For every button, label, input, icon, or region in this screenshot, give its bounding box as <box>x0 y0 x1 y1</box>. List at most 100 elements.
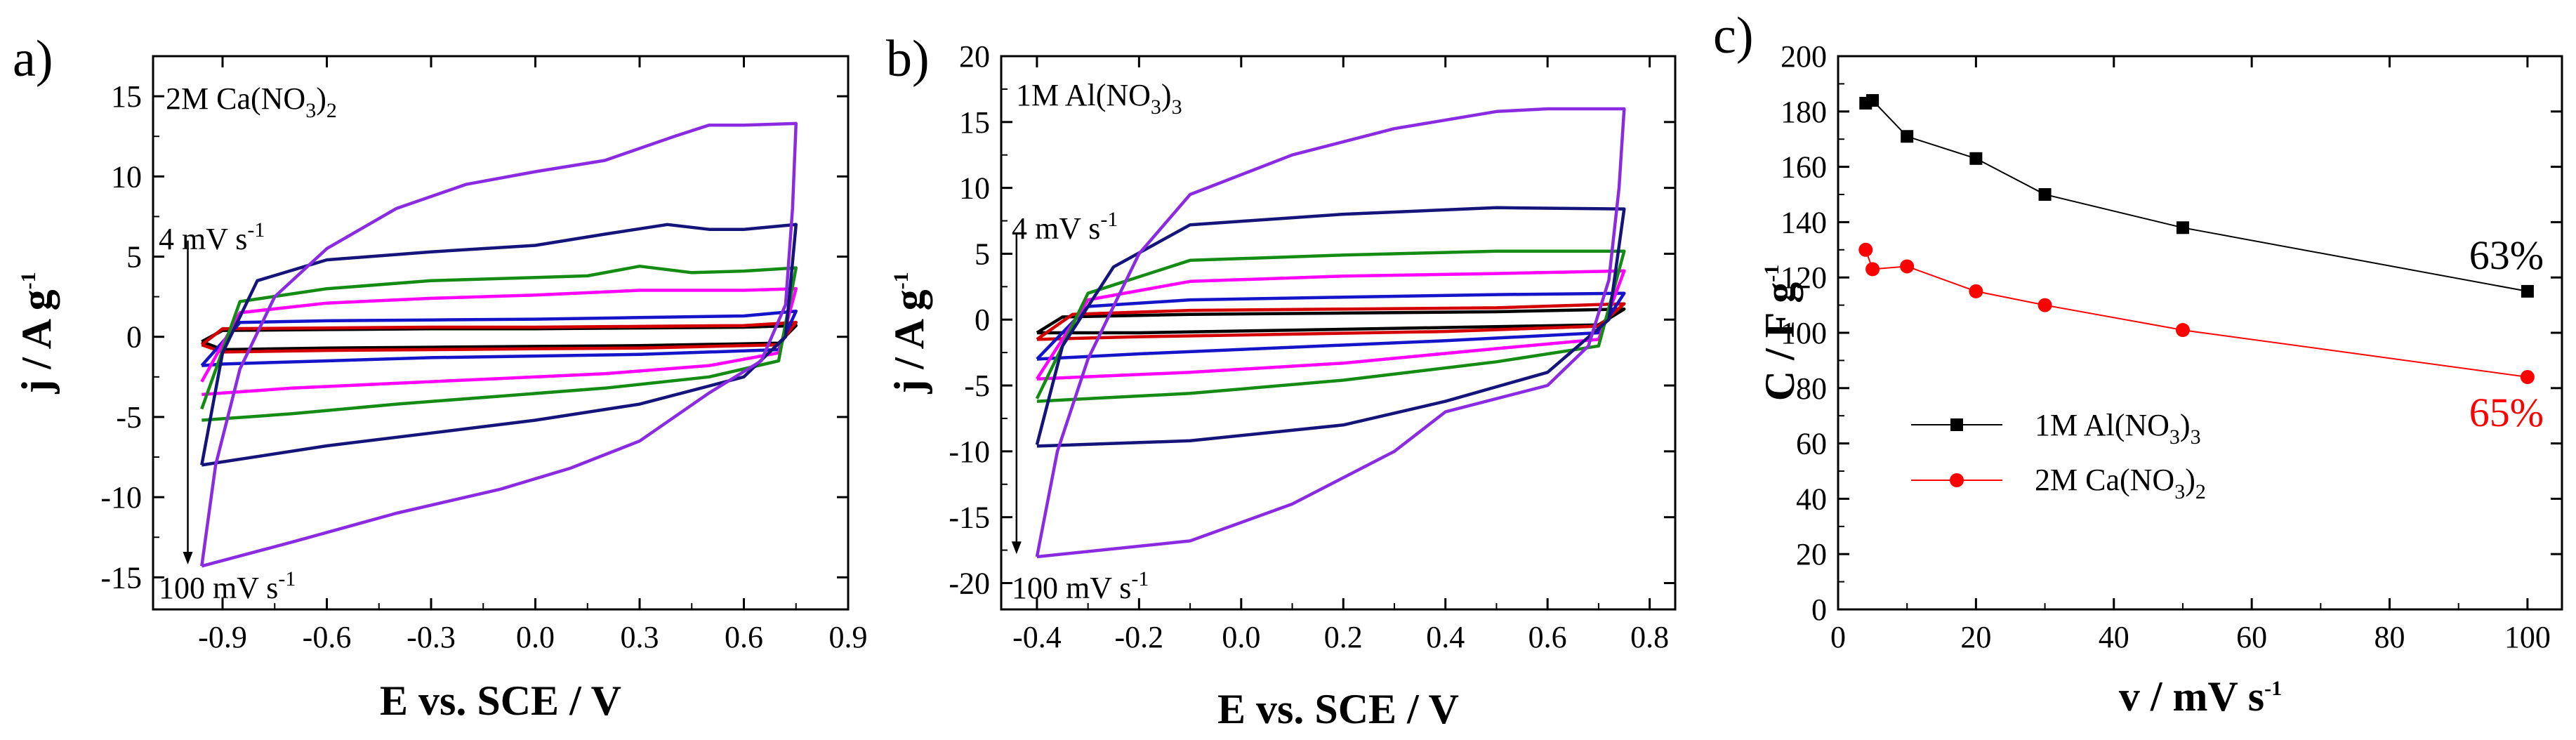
legend-label-al: 1M Al(NO3)3 <box>2035 408 2201 449</box>
panel-c-y-tick-label: 120 <box>1781 260 1827 295</box>
panel-c-retention-ca: 65% <box>2469 390 2544 435</box>
panel-b-y-tick-label: -10 <box>949 435 990 469</box>
panel-b-y-axis-title: j / A g-1 <box>886 272 932 394</box>
panel-b-y-tick-label: 15 <box>959 105 990 140</box>
panel-c-x-tick-label: 20 <box>1960 620 1991 654</box>
panel-c-data-point <box>1969 284 1983 298</box>
legend-label-ca: 2M Ca(NO3)2 <box>2035 463 2206 503</box>
panel-b-y-tick-label: 10 <box>959 171 990 206</box>
panel-a-x-tick-label: -0.3 <box>407 620 456 654</box>
panel-a-cv-loop-10mv <box>200 320 798 354</box>
panel-c-x-axis-title: v / mV s-1 <box>2119 673 2282 720</box>
panel-b-y-tick-label: -15 <box>949 501 990 535</box>
panel-c-y-tick-label: 80 <box>1796 371 1827 406</box>
panel-a-y-tick-label: 10 <box>111 159 142 194</box>
panel-a-plot-frame <box>152 55 850 611</box>
panel-a-x-tick-label: 0.6 <box>725 620 763 654</box>
panel-a-y-tick-label: 5 <box>126 240 142 275</box>
panel-a-y-tick-label: -5 <box>116 400 142 435</box>
panel-b-x-tick-label: -0.2 <box>1115 620 1164 654</box>
panel-c-data-point <box>1900 259 1915 274</box>
panel-b-y-tick-label: 20 <box>959 39 990 74</box>
panel-b-cv-loop-30mv <box>1036 269 1626 381</box>
panel-b-cv-loop-20mv <box>1036 291 1626 361</box>
panel-c-y-tick-label: 20 <box>1796 537 1827 571</box>
panel-a-arrow-end-label: 100 mV s-1 <box>159 567 296 605</box>
panel-b-x-tick-label: 0.8 <box>1630 620 1669 654</box>
panel-b-cv-loop-100mv <box>1035 107 1626 559</box>
panel-a-x-tick-label: -0.6 <box>303 620 352 654</box>
panel-c-x-tick-label: 40 <box>2099 620 2129 654</box>
panel-c-data-point <box>2176 221 2189 234</box>
panel-b-arrow-end-label: 100 mV s-1 <box>1012 567 1149 605</box>
panel-a-cv-loop-30mv <box>200 286 798 397</box>
panel-a-arrow-start-label: 4 mV s-1 <box>159 218 265 256</box>
panel-b-cv-loop-50mv <box>1035 249 1626 403</box>
panel-c-data-point <box>1866 94 1880 107</box>
panel-c-x-tick-label: 0 <box>1830 620 1846 654</box>
panel-b-arrow-head <box>1011 541 1022 555</box>
panel-a-x-axis-title: E vs. SCE / V <box>380 678 621 724</box>
legend-marker-al <box>1950 418 1963 431</box>
panel-b-cv-loop-70mv <box>1035 206 1626 448</box>
panel-a-y-tick-label: 15 <box>111 79 142 114</box>
panel-c-x-tick-label: 60 <box>2236 620 2267 654</box>
panel-a-cv-loop-50mv <box>200 264 798 422</box>
panel-b-plot-frame <box>1000 55 1677 611</box>
panel-c-data-point <box>1858 242 1873 257</box>
panel-a-letter: a) <box>13 30 53 88</box>
panel-b-y-tick-label: -20 <box>949 566 990 600</box>
legend-marker-ca <box>1950 473 1964 487</box>
panel-c-y-axis-title: C / F g-1 <box>1757 265 1803 401</box>
panel-c-y-tick-label: 40 <box>1796 482 1827 516</box>
panel-b-x-tick-label: -0.4 <box>1012 620 1062 654</box>
panel-c-data-point <box>2520 370 2535 385</box>
panel-c-y-tick-label: 140 <box>1781 205 1827 239</box>
panel-a-cv-loop-4mv <box>201 324 798 352</box>
panel-a-x-tick-label: 0.0 <box>516 620 555 654</box>
panel-a-x-tick-label: 0.9 <box>829 620 868 654</box>
panel-c-x-tick-label: 80 <box>2374 620 2405 654</box>
panel-a-y-tick-label: 0 <box>126 320 142 355</box>
panel-c-capacitance-vs-scan-rate: c) 0 20 40 60 80 100 0 20 40 60 80 100 120 140 160 180 2… <box>1713 7 2563 720</box>
panel-c-x-tick-label: 100 <box>2504 620 2551 654</box>
panel-c-data-point <box>2038 188 2052 201</box>
panel-c-plot-frame <box>1837 55 2563 611</box>
panel-a-y-tick-label: -10 <box>100 480 142 515</box>
panel-a-cv-loop-100mv <box>200 121 798 568</box>
panel-c-data-point <box>2175 323 2190 338</box>
panel-c-data-point <box>1969 152 1983 165</box>
panel-c-legend: 1M Al(NO3)3 2M Ca(NO3)2 <box>1911 408 2206 503</box>
panel-c-series-line-0 <box>1865 99 2528 292</box>
panel-c-data-point <box>1865 262 1880 277</box>
panel-b-electrolyte-label: 1M Al(NO3)3 <box>1016 78 1182 119</box>
panel-c-retention-al: 63% <box>2469 232 2544 278</box>
panel-b-x-tick-label: 0.6 <box>1528 620 1567 654</box>
panel-c-y-tick-label: 180 <box>1781 95 1827 129</box>
panel-a-x-tick-label: 0.3 <box>621 620 659 654</box>
panel-a-cv-loop-20mv <box>200 309 798 368</box>
panel-a-y-axis-title: j / A g-1 <box>13 272 60 394</box>
panel-a-electrolyte-label: 2M Ca(NO3)2 <box>166 81 337 122</box>
panel-b-letter: b) <box>886 30 930 88</box>
panel-c-y-tick-label: 0 <box>1811 593 1827 627</box>
panel-c-series-line-1 <box>1865 249 2528 378</box>
panel-a-y-tick-label: -15 <box>100 560 142 595</box>
panel-b-x-tick-label: 0.4 <box>1426 620 1465 654</box>
panel-c-y-tick-label: 100 <box>1781 316 1827 350</box>
panel-a-cv-loop-70mv <box>200 223 798 467</box>
panel-a-cv-calcium-nitrate: a) -0.9 -0.6 -0.3 0.0 0.3 0.6 0.9 -15 -10 -5 0 5 10 1… <box>13 30 868 724</box>
panel-b-cv-loop-10mv <box>1036 302 1626 341</box>
panel-b-y-tick-label: -5 <box>964 369 990 403</box>
panel-a-arrow-head <box>183 552 193 565</box>
panel-b-x-tick-label: 0.0 <box>1222 620 1260 654</box>
panel-c-data-point <box>1901 130 1914 143</box>
panel-c-data-point <box>2521 284 2534 298</box>
panel-b-cv-aluminium-nitrate: b) -0.4 -0.2 0.0 0.2 0.4 0.6 0.8 -20 -15 -10 -5 0 5 1… <box>886 30 1677 732</box>
panel-c-y-tick-label: 160 <box>1781 150 1827 185</box>
panel-b-arrow-start-label: 4 mV s-1 <box>1012 208 1118 246</box>
panel-c-y-tick-label: 200 <box>1781 39 1827 74</box>
panel-b-y-tick-label: 0 <box>975 303 990 337</box>
panel-c-data-point <box>2037 298 2052 312</box>
